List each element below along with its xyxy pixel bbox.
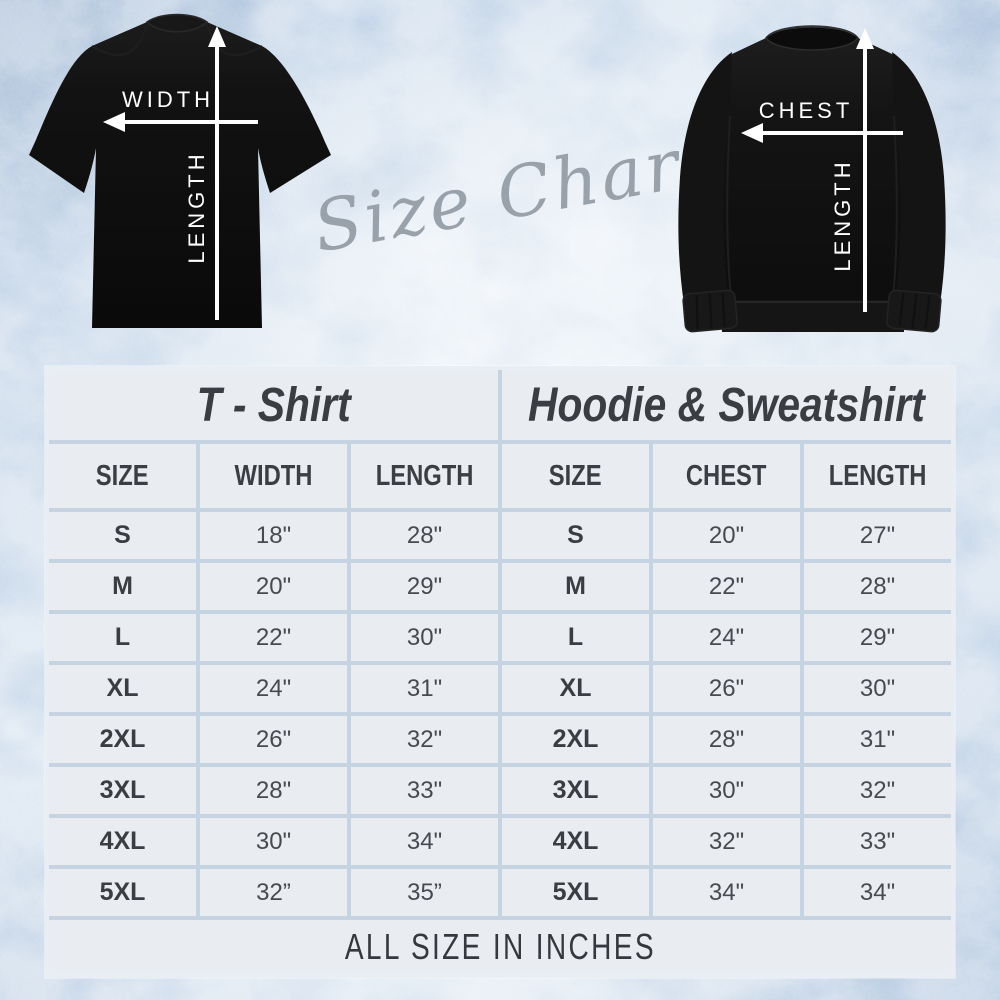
hoodie-section-title: Hoodie & Sweatshirt [502, 370, 951, 440]
hoodie-chest-cell: 26" [653, 665, 800, 712]
hoodie-col-chest: CHEST [653, 444, 800, 508]
tshirt-size-cell: XL [49, 665, 196, 712]
tshirt-col-size: SIZE [49, 444, 196, 508]
hoodie-length-cell: 28" [804, 563, 951, 610]
hoodie-length-cell: 34" [804, 869, 951, 916]
tshirt-size-cell: 4XL [49, 818, 196, 865]
arrow-up-icon [856, 28, 874, 49]
sweatshirt-measure-arrows [741, 28, 903, 312]
arrow-up-icon [208, 26, 226, 47]
tshirt-size-cell: M [49, 563, 196, 610]
hoodie-length-cell: 30" [804, 665, 951, 712]
tshirt-width-cell: 28" [200, 767, 347, 814]
size-table: T - Shirt Hoodie & Sweatshirt SIZE WIDTH… [45, 366, 955, 978]
tshirt-size-cell: L [49, 614, 196, 661]
tshirt-width-cell: 18" [200, 512, 347, 559]
tshirt-figure: WIDTH LENGTH [26, 2, 338, 336]
tshirt-length-cell: 31" [351, 665, 498, 712]
page-title: Size Chart [307, 117, 719, 269]
arrow-left-icon [741, 123, 763, 143]
hoodie-length-cell: 33" [804, 818, 951, 865]
table-footer-note: ALL SIZE IN INCHES [49, 920, 951, 974]
hoodie-length-cell: 32" [804, 767, 951, 814]
tshirt-size-cell: 3XL [49, 767, 196, 814]
tshirt-width-cell: 32” [200, 869, 347, 916]
tshirt-width-label: WIDTH [121, 87, 215, 112]
tshirt-measure-arrows [103, 26, 258, 320]
hoodie-chest-cell: 22" [653, 563, 800, 610]
tshirt-length-cell: 29" [351, 563, 498, 610]
hoodie-col-length: LENGTH [804, 444, 951, 508]
tshirt-size-cell: S [49, 512, 196, 559]
tshirt-collar [145, 13, 209, 33]
tshirt-length-cell: 34" [351, 818, 498, 865]
hoodie-size-cell: S [502, 512, 649, 559]
sweatshirt-image [678, 25, 946, 333]
hoodie-chest-cell: 32" [653, 818, 800, 865]
tshirt-size-cell: 2XL [49, 716, 196, 763]
hoodie-size-cell: L [502, 614, 649, 661]
tshirt-length-cell: 30" [351, 614, 498, 661]
sweatshirt-figure: CHEST LENGTH [660, 12, 968, 334]
tshirt-length-cell: 35” [351, 869, 498, 916]
hoodie-col-size: SIZE [502, 444, 649, 508]
tshirt-col-length: LENGTH [351, 444, 498, 508]
hoodie-size-cell: 4XL [502, 818, 649, 865]
hoodie-length-cell: 27" [804, 512, 951, 559]
arrow-left-icon [103, 112, 125, 132]
tshirt-size-cell: 5XL [49, 869, 196, 916]
tshirt-section-title: T - Shirt [49, 370, 498, 440]
tshirt-width-cell: 30" [200, 818, 347, 865]
hoodie-chest-cell: 30" [653, 767, 800, 814]
tshirt-width-cell: 24" [200, 665, 347, 712]
hoodie-size-cell: 5XL [502, 869, 649, 916]
tshirt-length-cell: 32" [351, 716, 498, 763]
tshirt-width-cell: 20" [200, 563, 347, 610]
tshirt-width-cell: 26" [200, 716, 347, 763]
tshirt-length-label: LENGTH [184, 150, 209, 264]
hoodie-length-cell: 29" [804, 614, 951, 661]
hoodie-size-cell: 2XL [502, 716, 649, 763]
hoodie-size-cell: XL [502, 665, 649, 712]
hoodie-size-cell: M [502, 563, 649, 610]
hoodie-chest-cell: 20" [653, 512, 800, 559]
tshirt-width-cell: 22" [200, 614, 347, 661]
hoodie-chest-cell: 34" [653, 869, 800, 916]
tshirt-col-width: WIDTH [200, 444, 347, 508]
tshirt-image [29, 13, 331, 328]
hoodie-length-cell: 31" [804, 716, 951, 763]
tshirt-length-cell: 28" [351, 512, 498, 559]
sweatshirt-hem-band [722, 300, 904, 332]
tshirt-length-cell: 33" [351, 767, 498, 814]
hoodie-chest-cell: 28" [653, 716, 800, 763]
sweatshirt-left-cuff [682, 289, 738, 333]
sweatshirt-right-cuff [886, 289, 942, 333]
hoodie-size-cell: 3XL [502, 767, 649, 814]
sweatshirt-length-label: LENGTH [830, 158, 855, 272]
sweatshirt-chest-label: CHEST [758, 98, 854, 123]
hoodie-chest-cell: 24" [653, 614, 800, 661]
